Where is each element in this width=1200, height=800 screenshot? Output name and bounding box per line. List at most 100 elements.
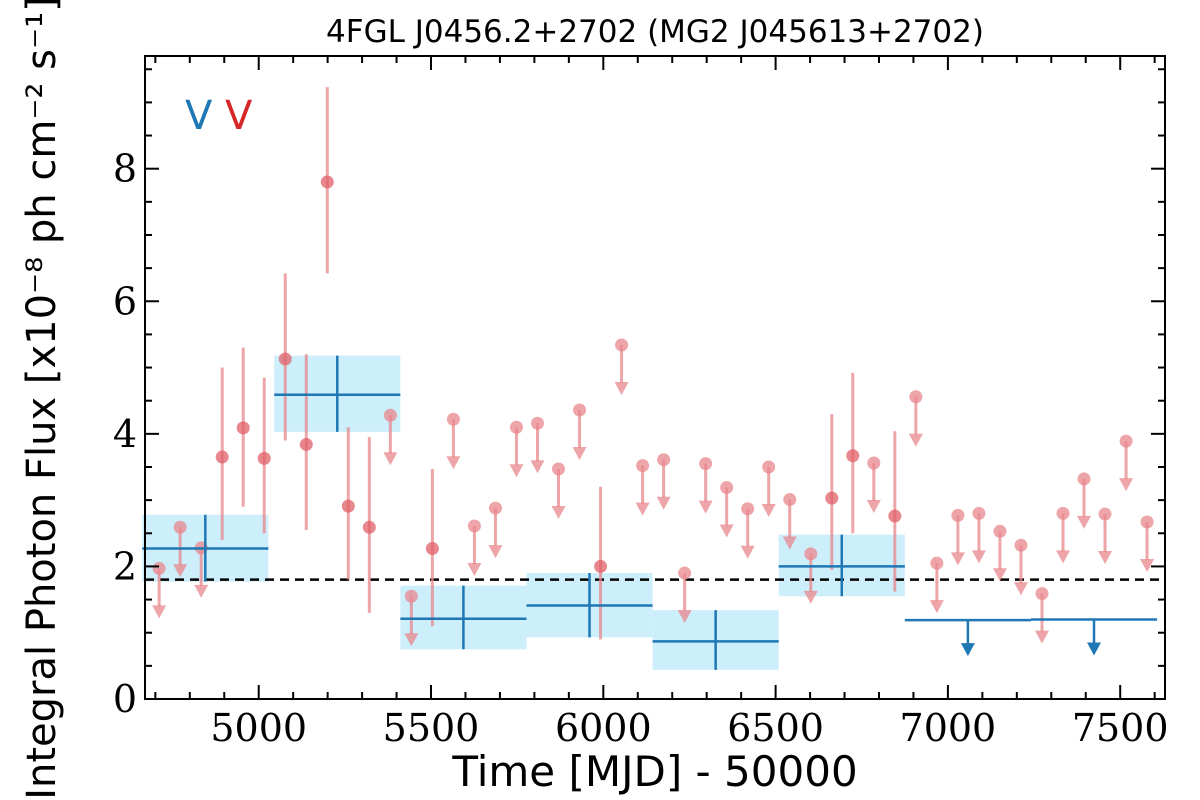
short-bin-limit-point bbox=[488, 501, 502, 515]
short-bin-limit-point bbox=[783, 492, 797, 506]
short-bin-limit-arrow bbox=[950, 552, 965, 566]
short-bin-limit-point bbox=[678, 566, 692, 580]
short-bin-limit-arrow bbox=[383, 452, 398, 466]
short-bin-limit-arrow bbox=[488, 545, 503, 559]
short-bin-limit-point bbox=[467, 519, 481, 533]
short-bin-limit-point bbox=[1077, 472, 1091, 486]
short-bin-point bbox=[236, 421, 250, 435]
short-bin-point bbox=[362, 520, 376, 534]
short-bin-point bbox=[825, 491, 839, 505]
short-bin-limit-arrow bbox=[1119, 478, 1134, 492]
short-bin-limit-point bbox=[573, 403, 587, 417]
short-bin-limit-point bbox=[762, 460, 776, 474]
short-bin-limit-arrow bbox=[467, 562, 482, 576]
short-bin-point bbox=[257, 451, 271, 465]
y-tick-label: 0 bbox=[113, 677, 137, 721]
y-tick-label: 4 bbox=[113, 412, 137, 456]
short-bin-point bbox=[215, 450, 229, 464]
short-bin-limit-point bbox=[1140, 515, 1154, 529]
x-tick-label: 7000 bbox=[900, 706, 997, 750]
short-bin-limit-point bbox=[951, 508, 965, 522]
short-bin-limit-point bbox=[383, 408, 397, 422]
short-bin-limit-arrow bbox=[782, 536, 797, 550]
short-bin-limit-point bbox=[993, 524, 1007, 538]
short-bin-limit-arrow bbox=[971, 550, 986, 564]
x-tick-label: 6500 bbox=[727, 706, 824, 750]
short-bin-limit-point bbox=[972, 506, 986, 520]
chart-title: 4FGL J0456.2+2702 (MG2 J045613+2702) bbox=[326, 14, 984, 50]
short-bin-limit-arrow bbox=[1077, 515, 1092, 529]
short-bin-limit-arrow bbox=[551, 505, 566, 519]
short-bin-point bbox=[888, 509, 902, 523]
short-bin-point bbox=[341, 499, 355, 513]
short-bin-limit-point bbox=[720, 481, 734, 495]
y-tick-labels: 0 2 4 6 8 bbox=[113, 147, 137, 721]
short-bin-limit-point bbox=[530, 416, 544, 430]
short-bin-limit-arrow bbox=[572, 446, 587, 460]
short-bin-limit-arrow bbox=[656, 496, 671, 510]
x-tick-labels: 5000 5500 6000 6500 7000 7500 bbox=[210, 706, 1168, 750]
short-bin-limit-point bbox=[446, 412, 460, 426]
short-bin-limit-point bbox=[636, 459, 650, 473]
y-axis-label: Integral Photon Flux [x10⁻⁸ ph cm⁻² s⁻¹] bbox=[19, 0, 65, 800]
y-tick-label: 6 bbox=[113, 279, 137, 323]
short-bin-limit-arrow bbox=[194, 584, 209, 598]
short-bin-limit-arrow bbox=[992, 568, 1007, 582]
x-axis-label: Time [MJD] - 50000 bbox=[451, 747, 857, 796]
short-bin-point bbox=[594, 559, 608, 573]
short-bin-limit-arrow bbox=[740, 545, 755, 559]
short-bin-limit-point bbox=[657, 453, 671, 467]
short-bin-limit-arrow bbox=[404, 633, 419, 647]
short-bin-limit-arrow bbox=[614, 382, 629, 396]
legend-mark-long-bins: V bbox=[185, 93, 213, 139]
short-bin-limit-arrow bbox=[446, 456, 461, 470]
short-bin-limit-point bbox=[699, 457, 713, 471]
short-bin-limit-point bbox=[867, 456, 881, 470]
short-bin-limit-arrow bbox=[803, 590, 818, 604]
short-bin-limit-point bbox=[930, 556, 944, 570]
short-bin-limit-arrow bbox=[173, 564, 188, 578]
short-bin-limit-point bbox=[804, 547, 818, 561]
axis-ticks bbox=[145, 56, 1165, 700]
short-bin-point bbox=[846, 449, 860, 463]
short-bin-limit-arrow bbox=[530, 460, 545, 474]
long-bin-limit-arrow bbox=[1087, 642, 1102, 656]
short-bin-limit-point bbox=[1035, 587, 1049, 601]
short-bin-limit-point bbox=[1098, 507, 1112, 521]
short-bin-limit-arrow bbox=[1013, 582, 1028, 596]
short-bin-limit-point bbox=[1056, 506, 1070, 520]
legend-mark-short-bins: V bbox=[225, 93, 253, 139]
y-tick-label: 8 bbox=[113, 147, 137, 191]
short-bin-limit-arrow bbox=[719, 524, 734, 538]
short-bin-limit-point bbox=[741, 502, 755, 516]
long-bin-series bbox=[142, 355, 1158, 670]
short-bin-point bbox=[299, 437, 313, 451]
short-bin-limit-arrow bbox=[761, 503, 776, 517]
x-tick-label: 5000 bbox=[210, 706, 307, 750]
long-bin-limit-arrow bbox=[960, 643, 975, 657]
short-bin-limit-arrow bbox=[1140, 559, 1155, 573]
short-bin-limit-arrow bbox=[509, 464, 524, 478]
short-bin-point bbox=[320, 175, 334, 189]
short-bin-limit-point bbox=[1119, 434, 1133, 448]
short-bin-limit-arrow bbox=[866, 500, 881, 514]
short-bin-limit-arrow bbox=[677, 610, 692, 624]
short-bin-limit-point bbox=[615, 338, 629, 352]
short-bin-limit-arrow bbox=[1098, 551, 1113, 565]
short-bin-limit-arrow bbox=[152, 605, 167, 619]
x-tick-label: 7500 bbox=[1072, 706, 1169, 750]
short-bin-limit-point bbox=[909, 390, 923, 404]
x-tick-label: 6000 bbox=[555, 706, 652, 750]
short-bin-limit-arrow bbox=[908, 433, 923, 447]
short-bin-limit-point bbox=[1014, 538, 1028, 552]
short-bin-limit-arrow bbox=[1056, 550, 1070, 564]
short-bin-point bbox=[425, 542, 439, 556]
short-bin-limit-point bbox=[552, 462, 566, 476]
short-bin-limit-point bbox=[152, 561, 166, 575]
short-bin-point bbox=[278, 352, 292, 366]
short-bin-series bbox=[152, 87, 1155, 647]
plot-frame bbox=[144, 55, 1166, 700]
short-bin-limit-arrow bbox=[635, 502, 650, 516]
short-bin-limit-point bbox=[173, 520, 187, 534]
